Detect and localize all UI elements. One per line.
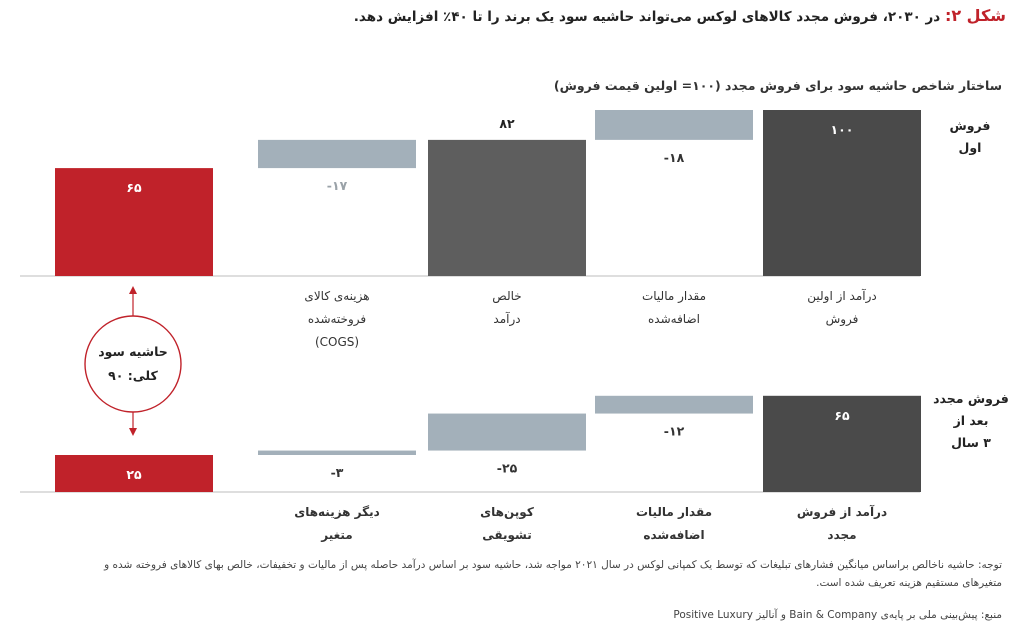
category-label: خالص xyxy=(492,289,521,304)
value-label: -۱۷ xyxy=(327,178,348,193)
value-label: ۶۵ xyxy=(126,180,142,195)
category-label: دیگر هزینه‌های xyxy=(294,505,380,519)
bar xyxy=(258,139,416,169)
bar xyxy=(428,139,586,276)
bar xyxy=(55,455,213,492)
row-label-resale: فروش مجدد بعد از ۳ سال xyxy=(933,391,1009,450)
value-label: ۸۲ xyxy=(499,116,515,131)
bar xyxy=(55,168,213,276)
category-label: اضافه‌شده xyxy=(648,312,700,326)
category-label: فروش xyxy=(826,312,859,327)
category-label: تشویقی xyxy=(482,528,532,543)
category-label: درآمد از اولین xyxy=(807,288,877,304)
total-margin-circle xyxy=(84,315,182,413)
category-label: مقدار مالیات xyxy=(642,289,706,304)
category-label: اضافه‌شده xyxy=(643,528,704,542)
value-label: ۶۵ xyxy=(834,408,850,423)
value-label: -۱۸ xyxy=(664,150,685,165)
value-label: -۲۵ xyxy=(497,461,518,476)
arrow-down-icon xyxy=(129,428,137,436)
value-label: -۱۲ xyxy=(664,424,685,439)
chart-subtitle: ساختار شاخص حاشیه سود برای فروش مجدد (۱۰… xyxy=(553,78,1002,93)
category-label: متغیر xyxy=(320,528,352,542)
total-margin-label: حاشیه سود xyxy=(98,344,168,359)
category-label: درآمد xyxy=(493,311,520,327)
bar xyxy=(763,110,921,276)
value-label: -۳ xyxy=(331,465,344,480)
category-label: مجدد xyxy=(827,528,856,542)
bar xyxy=(258,450,416,455)
category-label: هزینه‌ی کالای xyxy=(304,289,369,304)
chart-source: منبع: پیش‌بینی ملی بر پایه‌ی Bain & Comp… xyxy=(673,609,1002,621)
bar xyxy=(763,395,921,492)
bar xyxy=(428,413,586,451)
arrow-up-icon xyxy=(129,286,137,294)
figure-title: شکل ۲: در ۲۰۳۰، فروش مجدد کالاهای لوکس م… xyxy=(354,6,1006,25)
category-label: (COGS) xyxy=(315,335,359,349)
figure-label: شکل ۲: xyxy=(944,6,1006,25)
bar xyxy=(595,110,753,140)
category-label: کوپن‌های xyxy=(480,505,534,520)
bar xyxy=(595,395,753,414)
chart-note: توجه: حاشیه ناخالص براساس میانگین فشارها… xyxy=(104,559,1002,589)
value-label: ۱۰۰ xyxy=(831,122,854,137)
category-label: مقدار مالیات xyxy=(636,505,712,519)
value-label: ۲۵ xyxy=(126,467,142,482)
figure-title-text: در ۲۰۳۰، فروش مجدد کالاهای لوکس می‌تواند… xyxy=(353,9,941,25)
category-label: فروخته‌شده xyxy=(308,312,366,327)
total-margin-value: کلی: ۹۰ xyxy=(108,368,158,383)
row-label-first-sale: فروش اول xyxy=(949,118,991,155)
category-label: درآمد از فروش xyxy=(797,504,887,520)
